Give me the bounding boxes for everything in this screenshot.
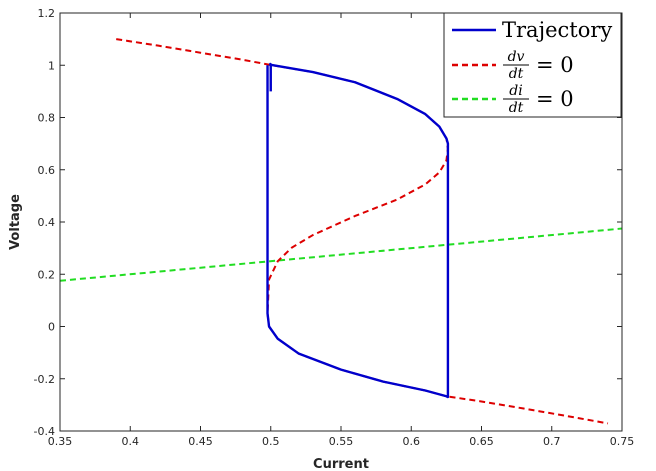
legend-numerator-2: di [509, 83, 522, 99]
y-tick-label: 0.4 [38, 216, 56, 229]
y-tick-label: 0.2 [38, 268, 56, 281]
y-tick-label: 0.6 [38, 164, 56, 177]
y-tick-label: -0.2 [34, 373, 55, 386]
legend-label-0: Trajectory [502, 18, 612, 42]
x-tick-label: 0.55 [329, 435, 354, 448]
legend-rhs-1: = 0 [536, 53, 574, 77]
y-tick-label: 1.2 [38, 7, 56, 20]
series-layer [60, 38, 622, 425]
y-tick-label: 0 [48, 321, 55, 334]
x-tick-label: 0.75 [610, 435, 635, 448]
ticks-layer: 0.35 0.4 0.45 0.5 0.55 0.6 0.65 0.7 0.75 -0.4 -0.2… [34, 7, 635, 448]
x-tick-label: 0.7 [543, 435, 561, 448]
y-tick-label: 1 [48, 59, 55, 72]
series-line-0 [266, 62, 450, 399]
y-tick-label: 0.8 [38, 112, 56, 125]
x-tick-label: 0.4 [122, 435, 140, 448]
x-tick-label: 0.65 [469, 435, 494, 448]
x-tick-label: 0.45 [188, 435, 213, 448]
legend-numerator-1: dv [508, 49, 525, 65]
legend-rhs-2: = 0 [536, 87, 574, 111]
legend-denominator-2: dt [509, 100, 524, 116]
x-axis-label: Current [313, 457, 369, 471]
x-tick-label: 0.6 [403, 435, 421, 448]
series-line-2 [60, 227, 622, 282]
y-axis-label: Voltage [8, 194, 23, 250]
y-tick-label: -0.4 [34, 425, 55, 438]
x-tick-label: 0.35 [48, 435, 73, 448]
x-tick-label: 0.5 [262, 435, 280, 448]
legend-denominator-1: dt [509, 66, 524, 82]
